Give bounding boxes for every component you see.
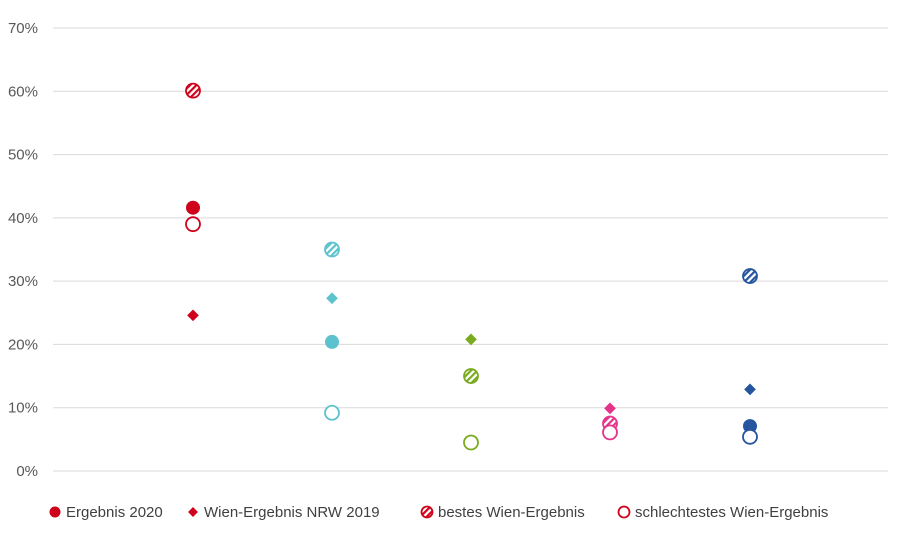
y-tick-label: 60% <box>8 83 38 100</box>
y-tick-label: 0% <box>16 463 38 480</box>
party-5-bestes-point <box>742 268 758 284</box>
party-3-schlechtestes-point <box>463 434 479 451</box>
party-3-bestes-point <box>463 368 479 384</box>
party-1-wien_nrw_2019-point <box>187 309 199 322</box>
legend-label-bestes: bestes Wien-Ergebnis <box>438 504 585 521</box>
legend-label-wien_nrw_2019: Wien-Ergebnis NRW 2019 <box>204 504 380 521</box>
party-4-schlechtestes-point <box>602 424 618 441</box>
data-points <box>185 82 758 451</box>
party-5-schlechtestes-point <box>742 428 758 445</box>
party-2-bestes-point <box>324 241 340 258</box>
party-2-ergebnis_2020-point <box>325 334 339 349</box>
y-tick-label: 10% <box>8 400 38 417</box>
party-5-ergebnis_2020-point <box>743 419 757 434</box>
legend-marker-bestes <box>420 505 434 519</box>
legend: Ergebnis 2020 Wien-Ergebnis NRW 2019 beste… <box>49 504 828 521</box>
party-1-bestes-point <box>185 82 201 99</box>
party-3-wien_nrw_2019-point <box>465 333 477 346</box>
legend-marker-schlechtestes <box>617 505 631 519</box>
party-2-wien_nrw_2019-point <box>326 292 338 305</box>
y-tick-label: 20% <box>8 336 38 353</box>
y-axis-ticks: 0% 10% 20% 30% 40% 50% 60% 70% <box>8 20 38 480</box>
legend-label-ergebnis_2020: Ergebnis 2020 <box>66 504 163 521</box>
y-tick-label: 70% <box>8 20 38 37</box>
y-tick-label: 30% <box>8 273 38 290</box>
legend-marker-ergebnis_2020 <box>49 506 61 518</box>
gridlines <box>53 27 888 472</box>
party-5-wien_nrw_2019-point <box>744 383 756 396</box>
y-tick-label: 50% <box>8 147 38 164</box>
party-1-schlechtestes-point <box>185 216 201 233</box>
y-tick-label: 40% <box>8 210 38 227</box>
party-2-schlechtestes-point <box>324 404 340 421</box>
party-4-wien_nrw_2019-point <box>604 402 616 415</box>
legend-marker-wien_nrw_2019 <box>188 507 198 517</box>
party-1-ergebnis_2020-point <box>186 200 200 215</box>
legend-label-schlechtestes: schlechtestes Wien-Ergebnis <box>635 504 828 521</box>
